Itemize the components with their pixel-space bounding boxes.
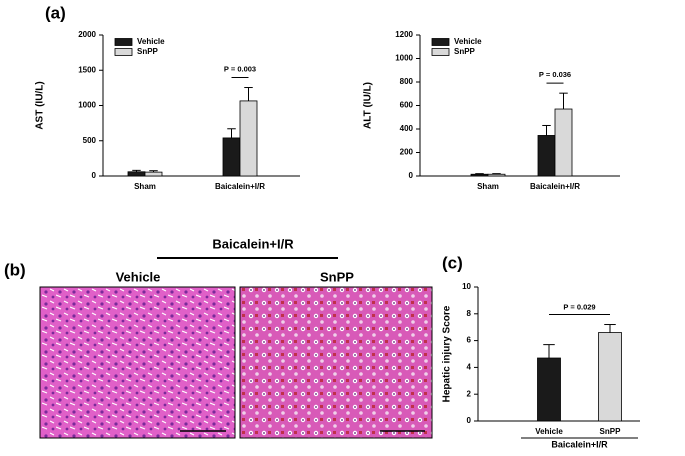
y-axis-label: AST (IU/L) bbox=[35, 81, 46, 129]
y-tick-label: 0 bbox=[409, 171, 414, 180]
y-tick-label: 1200 bbox=[395, 30, 413, 39]
histology-image bbox=[239, 286, 433, 439]
bar bbox=[239, 100, 258, 177]
x-tick-label: Baicalein+I/R bbox=[215, 182, 265, 191]
y-tick-label: 6 bbox=[467, 336, 472, 345]
x-tick-label: SnPP bbox=[600, 427, 622, 436]
legend-swatch bbox=[114, 48, 133, 56]
bar bbox=[222, 137, 241, 177]
y-tick-label: 600 bbox=[400, 101, 414, 110]
legend-label: Vehicle bbox=[454, 37, 482, 46]
y-tick-label: 1000 bbox=[395, 54, 413, 63]
y-tick-label: 2000 bbox=[78, 30, 96, 39]
y-tick-label: 400 bbox=[400, 124, 414, 133]
legend-swatch bbox=[431, 48, 450, 56]
x-tick-label: Sham bbox=[134, 182, 156, 191]
y-tick-label: 800 bbox=[400, 77, 414, 86]
x-axis-label: Baicalein+I/R bbox=[551, 439, 608, 449]
y-axis-label: Hepatic injury Score bbox=[442, 305, 453, 402]
bar bbox=[537, 357, 561, 422]
bar bbox=[470, 173, 489, 177]
bar bbox=[487, 173, 506, 177]
y-tick-label: 2 bbox=[467, 389, 472, 398]
y-tick-label: 500 bbox=[83, 136, 97, 145]
panel-label: (a) bbox=[45, 3, 66, 22]
bar bbox=[554, 108, 573, 177]
panel-label: (c) bbox=[442, 253, 463, 272]
legend-label: SnPP bbox=[137, 47, 159, 56]
y-axis-label: ALT (IU/L) bbox=[363, 82, 374, 129]
annotation: P = 0.003 bbox=[224, 65, 256, 74]
x-tick-label: Sham bbox=[477, 182, 499, 191]
y-tick-label: 8 bbox=[467, 309, 472, 318]
y-tick-label: 0 bbox=[92, 171, 97, 180]
bar bbox=[127, 171, 146, 177]
annotation: P = 0.036 bbox=[539, 70, 571, 79]
legend-label: SnPP bbox=[454, 47, 476, 56]
image-label: Vehicle bbox=[116, 269, 161, 284]
y-tick-label: 1500 bbox=[78, 65, 96, 74]
bar bbox=[537, 135, 556, 177]
y-tick-label: 200 bbox=[400, 148, 414, 157]
bar bbox=[598, 332, 622, 422]
bar bbox=[144, 171, 163, 177]
y-tick-label: 1000 bbox=[78, 101, 96, 110]
legend-swatch bbox=[114, 38, 133, 46]
legend-swatch bbox=[431, 38, 450, 46]
x-tick-label: Vehicle bbox=[535, 427, 563, 436]
y-tick-label: 10 bbox=[462, 282, 471, 291]
histology-image bbox=[39, 286, 236, 439]
y-tick-label: 4 bbox=[467, 363, 472, 372]
group-label: Baicalein+I/R bbox=[212, 236, 294, 251]
x-tick-label: Baicalein+I/R bbox=[530, 182, 580, 191]
image-label: SnPP bbox=[320, 269, 354, 284]
annotation: P = 0.029 bbox=[563, 303, 595, 312]
y-tick-label: 0 bbox=[467, 416, 472, 425]
panel-label: (b) bbox=[4, 260, 26, 279]
legend-label: Vehicle bbox=[137, 37, 165, 46]
